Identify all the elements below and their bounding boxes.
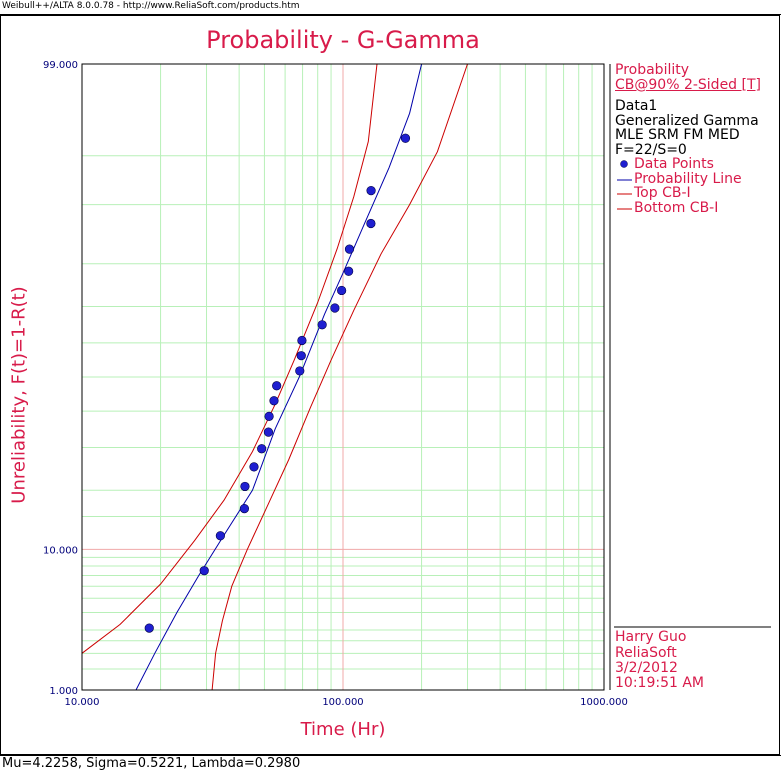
series-line-top-cb-i xyxy=(82,64,378,654)
data-point xyxy=(240,481,250,492)
y-tick-label: 10.000 xyxy=(43,545,78,556)
data-point xyxy=(249,462,259,472)
y-axis-label-box: Unreliability, F(t)=1-R(t) xyxy=(4,286,34,503)
data-point xyxy=(317,320,327,330)
legend-marker-data-points xyxy=(620,160,628,168)
data-point xyxy=(296,351,306,361)
data-point xyxy=(366,186,376,196)
plot-border xyxy=(81,63,605,691)
data-point xyxy=(272,381,282,391)
legend-counts: F=22/S=0 xyxy=(615,142,687,158)
parameters-footer: Mu=4.2258, Sigma=0.5221, Lambda=0.2980 xyxy=(0,755,781,772)
points-layer xyxy=(144,133,411,633)
series-line-bottom-cb-i xyxy=(211,64,468,690)
legend-cb-label: CB@90% 2-Sided [T] xyxy=(615,77,761,93)
data-point xyxy=(337,285,347,296)
data-point xyxy=(264,411,274,421)
y-axis-label: Unreliability, F(t)=1-R(t) xyxy=(8,286,30,504)
data-point xyxy=(269,396,279,406)
legend-item-probability-line: Probability Line xyxy=(634,171,742,187)
data-point xyxy=(344,244,355,254)
data-point xyxy=(144,623,154,633)
signature-user: Harry Guo xyxy=(615,629,687,645)
reference-lines xyxy=(82,64,604,690)
legend-item-bottom-cb: Bottom CB-I xyxy=(634,200,719,216)
legend-markers xyxy=(617,160,632,210)
data-point xyxy=(199,566,209,576)
data-point xyxy=(400,133,411,143)
data-point xyxy=(257,444,267,454)
y-tick-label: 1.000 xyxy=(49,686,78,697)
legend-item-data-points: Data Points xyxy=(634,156,714,172)
data-point xyxy=(215,531,225,541)
legend-data-name: Data1 xyxy=(615,98,658,114)
signature-date: 3/2/2012 xyxy=(615,660,678,676)
legend-item-top-cb: Top CB-I xyxy=(634,185,691,201)
x-axis-label: Time (Hr) xyxy=(300,719,386,740)
legend-title: Probability xyxy=(615,62,690,78)
chart-frame xyxy=(0,15,780,755)
window-header: Weibull++/ALTA 8.0.0.78 - http://www.Rel… xyxy=(2,1,300,11)
data-point xyxy=(239,504,249,514)
data-point xyxy=(366,218,376,229)
legend-model: Generalized Gamma xyxy=(615,113,759,129)
data-point xyxy=(263,427,274,437)
series-line-probability-line xyxy=(135,64,423,690)
legend-method: MLE SRM FM MED xyxy=(615,127,740,143)
data-point xyxy=(295,366,305,376)
y-tick-label: 99.000 xyxy=(43,60,78,71)
signature-time: 10:19:51 AM xyxy=(615,675,704,691)
x-tick-label: 1000.000 xyxy=(580,697,628,708)
signature-company: ReliaSoft xyxy=(615,645,677,661)
data-point xyxy=(297,335,307,346)
header-divider xyxy=(0,14,781,15)
x-tick-label: 10.000 xyxy=(65,697,100,708)
x-tick-label: 100.000 xyxy=(322,697,363,708)
chart-title: Probability - G-Gamma xyxy=(206,26,480,54)
data-point xyxy=(330,303,340,313)
data-point xyxy=(344,266,354,276)
